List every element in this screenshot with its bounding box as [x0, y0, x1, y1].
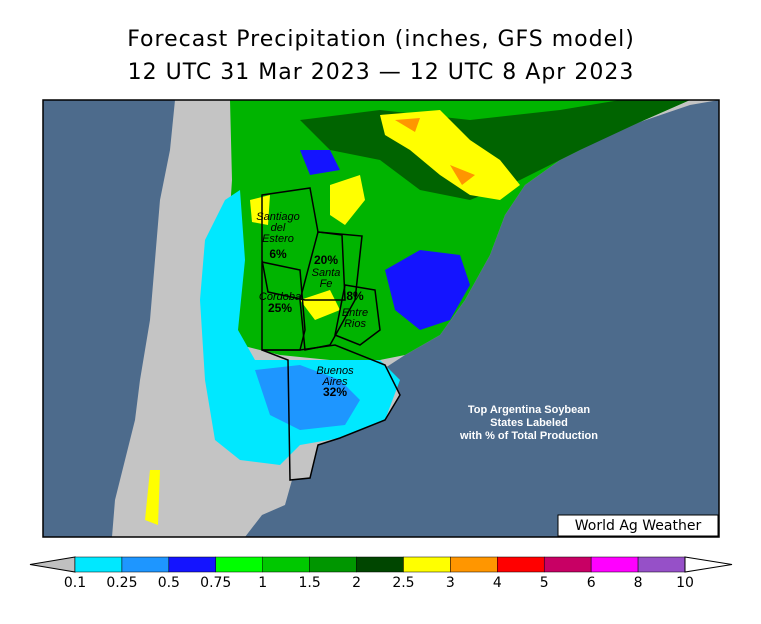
- precip-south: [145, 470, 160, 525]
- state-share: 32%: [323, 385, 347, 399]
- state-borders: [261, 187, 401, 481]
- legend-bin: [121, 556, 170, 573]
- legend-tick: 6: [587, 575, 596, 591]
- legend-tick: 3: [446, 575, 455, 591]
- state-share: 25%: [268, 301, 292, 315]
- legend-tick: 0.1: [64, 575, 86, 591]
- state-name: Entre: [342, 307, 368, 319]
- map-frame: [42, 99, 720, 538]
- legend-under: [29, 556, 76, 573]
- credit: World Ag Weather: [575, 518, 702, 534]
- precip-blue: [300, 150, 470, 330]
- legend-tick: 4: [493, 575, 502, 591]
- precip-lightblue: [255, 365, 360, 430]
- legend-tick: 0.5: [158, 575, 180, 591]
- note-line: Top Argentina Soybean: [468, 404, 591, 416]
- note-line: with % of Total Production: [459, 430, 598, 442]
- note-line: States Labeled: [490, 417, 568, 429]
- state-name: del: [271, 222, 286, 234]
- legend-bin: [215, 556, 263, 573]
- state-name: Fe: [320, 278, 333, 290]
- state-name: Rios: [344, 318, 367, 330]
- color-legend: 0.1 0.25 0.5 0.75 1 1.5 2 2.5 3 4 5 6 8 10: [29, 556, 733, 591]
- legend-bin: [74, 556, 123, 573]
- legend-bin: [356, 556, 404, 573]
- legend-tick: 2: [352, 575, 361, 591]
- credit-box: [557, 514, 719, 537]
- legend-bin: [450, 556, 498, 573]
- title: Forecast Precipitation (inches, GFS mode…: [127, 27, 635, 52]
- subtitle: 12 UTC 31 Mar 2023 — 12 UTC 8 Apr 2023: [128, 60, 635, 85]
- state-name: Santa: [312, 267, 341, 279]
- legend-tick: 1: [258, 575, 267, 591]
- state-share: 6%: [269, 247, 287, 261]
- state-name: Santiago: [256, 211, 299, 223]
- precip-yellow2: [250, 175, 365, 320]
- state-name: Buenos: [316, 365, 354, 377]
- state-share: 20%: [314, 253, 338, 267]
- legend-bin: [168, 556, 217, 573]
- legend-bin: [497, 556, 545, 573]
- legend-bin: [543, 556, 592, 573]
- legend-tick: 5: [540, 575, 549, 591]
- state-name: Cordoba: [259, 291, 301, 303]
- state-name: Aires: [321, 376, 348, 388]
- legend-tick: 10: [676, 575, 694, 591]
- legend-tick: 0.75: [200, 575, 231, 591]
- precip-orange: [395, 118, 475, 185]
- legend-tick: 2.5: [392, 575, 414, 591]
- legend-tick: 1.5: [298, 575, 320, 591]
- state-name: Estero: [262, 233, 294, 245]
- legend-bin: [590, 556, 639, 573]
- map: [42, 99, 720, 538]
- state-share: 8%: [346, 289, 364, 303]
- legend-bin: [262, 556, 310, 573]
- legend-bin: [637, 556, 686, 573]
- legend-tick: 0.25: [106, 575, 137, 591]
- precip-yellow: [380, 110, 520, 200]
- legend-bin: [309, 556, 357, 573]
- legend-over: [684, 556, 733, 573]
- legend-bin: [403, 556, 451, 573]
- precip-green: [225, 100, 690, 360]
- legend-tick: 8: [634, 575, 643, 591]
